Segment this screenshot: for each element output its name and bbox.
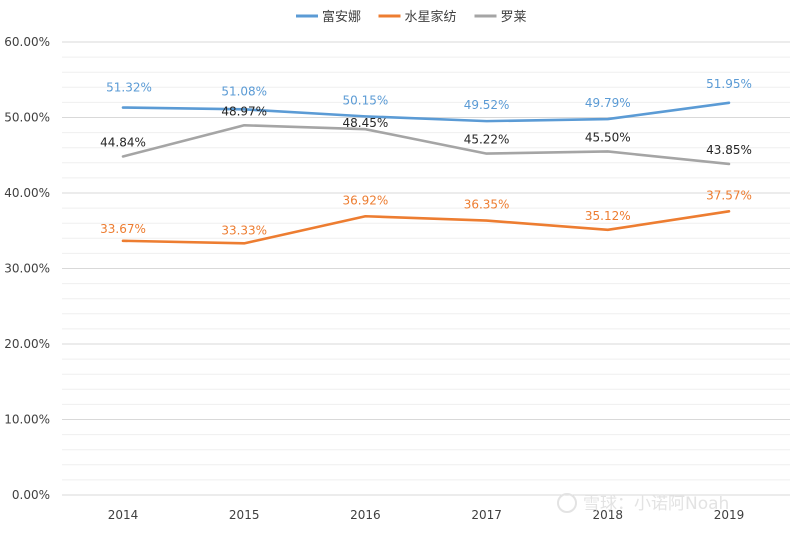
data-labels: 51.32% 51.08% 50.15% 49.52% 49.79% 51.95% 33.6… — [100, 77, 752, 238]
data-label: 51.08% — [221, 84, 267, 98]
y-tick-label: 60.00% — [4, 35, 50, 49]
x-axis: 2014 2015 2016 2017 2018 2019 — [108, 508, 745, 522]
y-tick-label: 30.00% — [4, 262, 50, 276]
legend-entry: 罗莱 — [501, 10, 527, 25]
data-label: 48.97% — [221, 104, 267, 118]
data-label: 33.67% — [100, 222, 146, 236]
data-label: 37.57% — [706, 188, 752, 202]
data-label: 49.79% — [585, 96, 631, 110]
data-label: 36.92% — [343, 193, 389, 207]
x-tick-label: 2015 — [229, 508, 260, 522]
series-line-0 — [121, 101, 731, 123]
data-label: 33.33% — [221, 223, 267, 237]
legend-entry: 富安娜 — [322, 9, 361, 25]
legend-entry: 水星家纺 — [405, 9, 457, 25]
x-tick-label: 2014 — [108, 508, 139, 522]
watermark: 雪球：小诺阿Noah — [557, 493, 729, 514]
x-tick-label: 2018 — [593, 508, 624, 522]
y-tick-label: 40.00% — [4, 186, 50, 200]
data-label: 51.32% — [106, 81, 152, 95]
data-label: 35.12% — [585, 209, 631, 223]
x-tick-label: 2019 — [714, 508, 745, 522]
y-axis: 0.00% 10.00% 20.00% 30.00% 40.00% 50.00% 60.00… — [4, 35, 50, 502]
x-tick-label: 2017 — [471, 508, 502, 522]
x-tick-label: 2016 — [350, 508, 381, 522]
data-label: 36.35% — [464, 198, 510, 212]
y-tick-label: 0.00% — [12, 488, 50, 502]
y-tick-label: 10.00% — [4, 413, 50, 427]
watermark-text: 雪球：小诺阿Noah — [583, 494, 729, 514]
series-line-1 — [121, 210, 731, 245]
y-tick-label: 50.00% — [4, 111, 50, 125]
y-tick-label: 20.00% — [4, 337, 50, 351]
data-label: 45.22% — [464, 133, 510, 147]
data-label: 44.84% — [100, 135, 146, 149]
legend: 富安娜 水星家纺 罗莱 — [296, 9, 527, 25]
data-label: 45.50% — [585, 130, 631, 144]
data-label: 50.15% — [343, 93, 389, 107]
watermark-logo-icon — [557, 493, 577, 513]
data-label: 51.95% — [706, 77, 752, 91]
data-label: 49.52% — [464, 98, 510, 112]
gridlines — [62, 41, 790, 496]
data-label: 43.85% — [706, 143, 752, 157]
series-lines — [121, 101, 731, 245]
data-label: 48.45% — [343, 116, 389, 130]
series-line-2 — [121, 123, 731, 166]
